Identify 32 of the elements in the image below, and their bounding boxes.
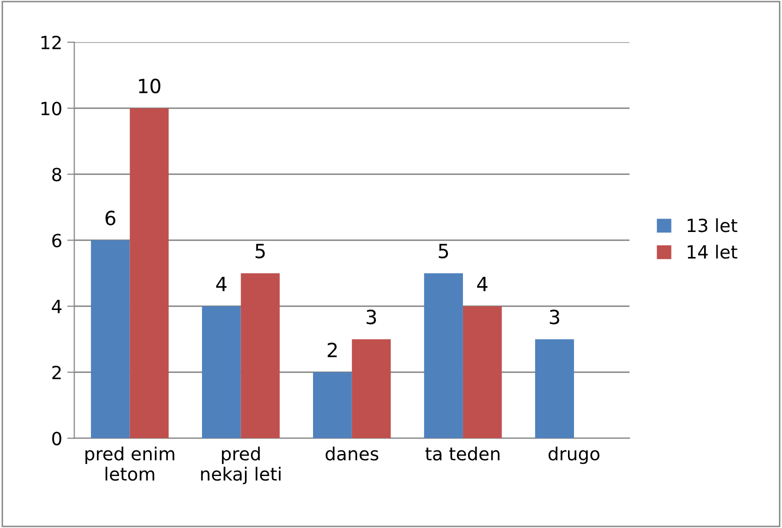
legend-label: 14 let — [688, 244, 738, 259]
data-label: 5 — [256, 244, 265, 258]
data-label: 3 — [550, 310, 560, 324]
x-tick-label: pred enim letom — [85, 446, 174, 481]
data-label: 4 — [477, 276, 488, 292]
y-tick-label: 8 — [52, 168, 62, 182]
legend-label: 13 let — [688, 218, 738, 232]
data-label: 10 — [139, 78, 160, 94]
y-tick-label: 6 — [52, 234, 62, 248]
data-label: 4 — [216, 276, 227, 292]
data-label: 6 — [106, 210, 116, 226]
x-tick-label: danes — [326, 446, 378, 461]
bar — [313, 372, 352, 438]
x-tick-label: pred nekaj leti — [201, 446, 281, 484]
y-tick-label: 0 — [52, 432, 62, 446]
y-tick-label: 12 — [41, 36, 61, 50]
bar — [462, 306, 502, 438]
bar — [352, 339, 391, 438]
data-label: 2 — [328, 342, 337, 358]
y-tick-label: 2 — [52, 366, 61, 380]
bar — [202, 306, 241, 438]
bar — [424, 273, 463, 438]
y-tick-label: 4 — [52, 300, 62, 314]
bar — [240, 273, 280, 438]
bar — [90, 240, 130, 438]
data-label: 5 — [438, 244, 448, 258]
x-tick-label: drugo — [548, 446, 600, 464]
data-label: 3 — [366, 310, 376, 324]
y-tick-label: 10 — [41, 102, 62, 116]
bar — [130, 108, 169, 438]
x-tick-label: ta teden — [425, 446, 500, 461]
bar — [535, 339, 574, 438]
